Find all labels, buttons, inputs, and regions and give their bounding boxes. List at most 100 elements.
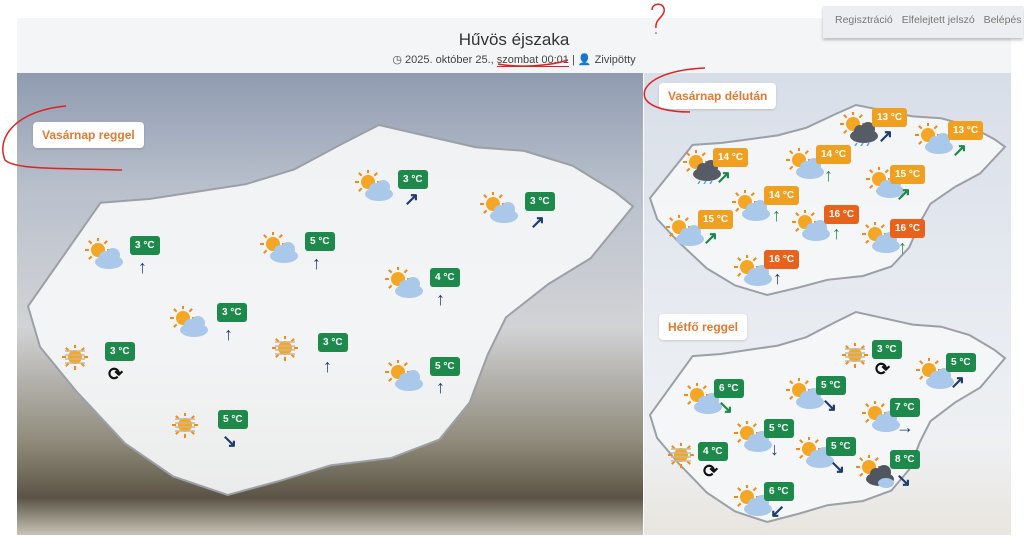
wind-up-icon: ↑ [773,268,782,288]
temperature-badge: 5 °C [826,437,856,456]
temperature-badge: 5 °C [430,357,460,376]
wind-ne-icon: ↗ [703,228,719,248]
haze-icon [172,413,198,438]
register-link[interactable]: Regisztráció [835,14,893,26]
wind-right-icon: → [896,417,914,437]
sun-cloud-icon [260,232,298,263]
temperature-badge: 15 °C [890,165,926,184]
wind-down-icon: ↓ [770,439,779,459]
sun-cloud-icon [862,401,900,432]
haze-icon [62,345,88,370]
rain-cloud-icon [840,112,878,146]
temperature-badge: 3 °C [105,342,135,361]
sun-cloud-icon [792,210,830,241]
temperature-badge: 3 °C [398,170,428,189]
temperature-badge: 6 °C [714,379,744,398]
top-nav: Regisztráció Elfelejtett jelszó Belépés [823,6,1023,38]
wind-ne-icon: ↗ [896,184,912,204]
wind-se-icon: ↘ [830,457,846,477]
wind-up-icon: ↑ [898,237,907,257]
haze-icon [842,343,868,368]
temperature-badge: 13 °C [948,121,984,140]
wind-se-icon: ↘ [896,470,912,490]
sun-cloud-icon [385,360,423,391]
temperature-badge: 5 °C [218,410,248,429]
sun-cloud-icon [796,437,834,468]
temperature-badge: 4 °C [698,442,728,461]
wind-se-icon: ↘ [822,395,838,415]
wind-up-icon: ↑ [436,377,445,397]
temperature-badge: 3 °C [318,333,348,352]
temperature-badge: 16 °C [824,205,860,224]
wind-sw-icon: ↙ [770,501,786,521]
wind-ne-icon: ↗ [530,212,546,232]
user-icon: 👤 [577,54,592,66]
wind-variable-icon: ⟳ [703,461,719,481]
temperature-badge: 16 °C [890,219,926,238]
sun-cloud-icon [915,123,953,154]
temperature-badge: 14 °C [764,186,800,205]
wind-up-icon: ↑ [772,205,781,225]
wind-up-icon: ↑ [824,165,833,185]
sun-cloud-icon [734,421,772,452]
wind-up-icon: ↑ [312,253,321,273]
rain-cloud-icon [683,150,721,184]
wind-up-icon: ↑ [138,257,147,277]
wind-up-icon: ↑ [323,356,332,376]
temperature-badge: 6 °C [764,482,794,501]
sun-cloud-icon [355,170,393,201]
storm-cloud-icon [856,455,894,488]
temperature-badge: 3 °C [130,236,160,255]
sun-cloud-icon [666,215,704,246]
wind-up-icon: ↑ [224,324,233,344]
map-label-sunday-morning: Vasárnap reggel [33,122,144,148]
article-date: 2025. október 25., [405,54,497,66]
sun-cloud-icon [170,306,208,337]
sun-cloud-icon [732,190,770,221]
map-label-sunday-afternoon: Vasárnap délután [659,83,777,109]
wind-se-icon: ↘ [222,431,238,451]
map-label-monday-morning: Hétfő reggel [659,314,748,340]
wind-se-icon: ↘ [718,397,734,417]
article-meta: ◷ 2025. október 25., szombat 00:01 | 👤 Z… [17,53,1011,67]
wind-ne-icon: ↗ [404,189,420,209]
temperature-badge: 5 °C [305,232,335,251]
login-link[interactable]: Belépés [983,14,1022,26]
temperature-badge: 3 °C [217,303,247,322]
forgot-password-link[interactable]: Elfelejtett jelszó [901,14,975,26]
temperature-badge: 3 °C [525,192,555,211]
wind-ne-icon: ↗ [716,167,732,187]
temperature-badge: 15 °C [698,210,734,229]
temperature-badge: 14 °C [713,148,749,167]
temperature-badge: 5 °C [764,419,794,438]
wind-ne-icon: ↗ [950,372,966,392]
sun-cloud-icon [385,267,423,298]
wind-ne-icon: ↗ [952,140,968,160]
temperature-badge: 16 °C [764,250,800,269]
temperature-badge: 13 °C [872,108,908,127]
sun-cloud-icon [786,378,824,409]
temperature-badge: 8 °C [890,450,920,469]
sun-cloud-icon [734,255,772,286]
temperature-badge: 4 °C [430,268,460,287]
temperature-badge: 7 °C [890,398,920,417]
temperature-badge: 5 °C [816,376,846,395]
temperature-badge: 5 °C [946,353,976,372]
page-title: Hűvös éjszaka [458,30,570,49]
temperature-badge: 3 °C [872,340,902,359]
temperature-badge: 14 °C [816,145,852,164]
article-day-time: szombat 00:01 [496,54,569,67]
sun-cloud-icon [480,192,518,223]
wind-up-icon: ↑ [436,289,445,309]
author-link[interactable]: Zivipötty [594,54,636,66]
haze-icon [272,336,298,361]
wind-up-icon: ↑ [832,223,841,243]
wind-variable-icon: ⟳ [108,364,124,384]
clock-icon: ◷ [392,54,402,66]
wind-variable-icon: ⟳ [875,359,891,379]
wind-ne-icon: ↗ [878,126,894,146]
meta-separator: | [568,54,578,66]
sun-cloud-icon [85,238,123,269]
haze-icon [668,443,694,468]
